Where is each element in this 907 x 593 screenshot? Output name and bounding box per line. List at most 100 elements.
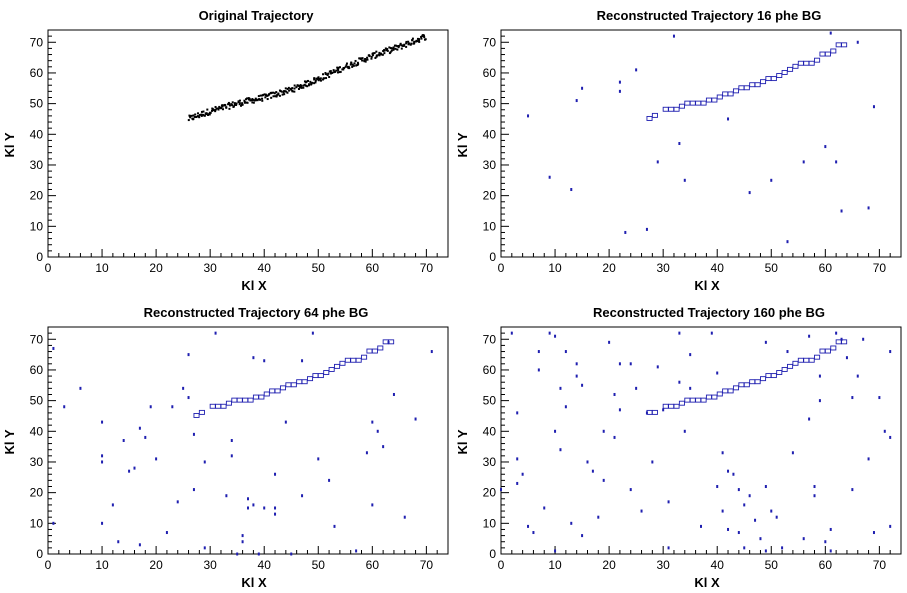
reconstructed-box xyxy=(787,66,794,72)
reconstructed-box xyxy=(716,94,723,100)
background-hit xyxy=(225,494,228,498)
background-hit xyxy=(101,521,104,525)
background-hit xyxy=(829,549,832,553)
trajectory-point xyxy=(416,37,419,40)
reconstructed-box xyxy=(824,51,831,57)
trajectory-point xyxy=(403,43,406,46)
background-hit xyxy=(155,457,158,461)
background-hit xyxy=(133,466,136,470)
reconstructed-box xyxy=(754,379,761,385)
trajectory-point xyxy=(338,66,341,69)
trajectory-point xyxy=(313,82,316,85)
reconstructed-box xyxy=(296,379,303,385)
trajectory-point xyxy=(388,46,391,49)
reconstructed-box xyxy=(361,354,368,360)
reconstructed-box xyxy=(705,394,712,400)
reconstructed-box xyxy=(760,376,767,382)
background-hit xyxy=(570,521,573,525)
trajectory-point xyxy=(339,70,342,73)
trajectory-point xyxy=(215,107,218,110)
trajectory-point xyxy=(221,105,224,108)
background-hit xyxy=(618,89,621,93)
trajectory-point xyxy=(267,94,270,97)
trajectory-point xyxy=(264,96,267,99)
background-hit xyxy=(748,494,751,498)
reconstructed-box xyxy=(678,400,685,406)
background-hit xyxy=(743,503,746,507)
y-tick-label: 10 xyxy=(483,219,497,233)
trajectory-point xyxy=(378,54,381,57)
background-hit xyxy=(602,478,605,482)
background-hit xyxy=(371,420,374,424)
x-tick-label: 70 xyxy=(873,558,887,572)
background-hit xyxy=(365,451,368,455)
background-hit xyxy=(867,206,870,210)
trajectory-point xyxy=(285,90,288,93)
x-tick-label: 10 xyxy=(548,261,562,275)
trajectory-point xyxy=(397,46,400,49)
trajectory-point xyxy=(235,102,238,105)
background-hit xyxy=(117,540,120,544)
reconstructed-box xyxy=(236,397,243,403)
y-tick-label: 0 xyxy=(489,547,496,561)
trajectory-point xyxy=(218,105,221,108)
reconstructed-box xyxy=(743,382,750,388)
reconstructed-box xyxy=(711,97,718,103)
background-hit xyxy=(716,485,719,489)
background-hit xyxy=(754,518,757,522)
reconstructed-box xyxy=(242,397,249,403)
y-tick-label: 0 xyxy=(36,250,43,264)
trajectory-point xyxy=(266,98,269,101)
x-tick-label: 0 xyxy=(45,558,52,572)
trajectory-point xyxy=(315,77,318,80)
background-hit xyxy=(311,331,314,335)
trajectory-point xyxy=(418,38,421,41)
background-hit xyxy=(608,340,611,344)
trajectory-point xyxy=(275,91,278,94)
trajectory-point xyxy=(361,57,364,60)
trajectory-point xyxy=(326,74,329,77)
reconstructed-box xyxy=(722,388,729,394)
x-tick-label: 40 xyxy=(711,261,725,275)
x-tick-label: 40 xyxy=(711,558,725,572)
background-hit xyxy=(128,469,131,473)
reconstructed-box xyxy=(797,357,804,363)
background-hit xyxy=(230,439,233,442)
trajectory-point xyxy=(231,104,234,107)
background-hit xyxy=(737,488,740,492)
y-tick-label: 60 xyxy=(30,66,44,80)
trajectory-point xyxy=(384,47,387,50)
x-tick-label: 20 xyxy=(602,558,616,572)
trajectory-point xyxy=(372,52,375,55)
trajectory-point xyxy=(389,47,392,50)
trajectory-point xyxy=(227,103,230,106)
trajectory-point xyxy=(252,98,255,101)
trajectory-point xyxy=(336,66,339,69)
trajectory-point xyxy=(286,91,289,94)
trajectory-point xyxy=(373,52,376,55)
reconstructed-box xyxy=(808,357,815,363)
trajectory-point xyxy=(378,51,381,54)
background-hit xyxy=(629,488,632,492)
background-hit xyxy=(171,405,174,409)
trajectory-point xyxy=(302,86,305,89)
trajectory-point xyxy=(361,59,364,62)
trajectory-point xyxy=(304,84,307,87)
reconstructed-box xyxy=(695,397,702,403)
trajectory-point xyxy=(197,115,200,118)
x-tick-label: 20 xyxy=(149,558,163,572)
reconstructed-box xyxy=(339,360,346,366)
reconstructed-box xyxy=(673,403,680,409)
trajectory-point xyxy=(418,40,421,43)
x-tick-label: 40 xyxy=(258,558,272,572)
trajectory-point xyxy=(272,91,275,94)
background-hit xyxy=(851,396,854,400)
reconstructed-box xyxy=(732,88,740,94)
trajectory-point xyxy=(411,37,414,40)
y-tick-label: 30 xyxy=(30,158,44,172)
panel-160phe: Reconstructed Trajectory 160 phe BG Kl X… xyxy=(453,297,906,593)
y-tick-label: 10 xyxy=(30,219,44,233)
background-hit xyxy=(824,145,827,149)
trajectory-point xyxy=(243,99,246,102)
background-hit xyxy=(700,524,702,528)
